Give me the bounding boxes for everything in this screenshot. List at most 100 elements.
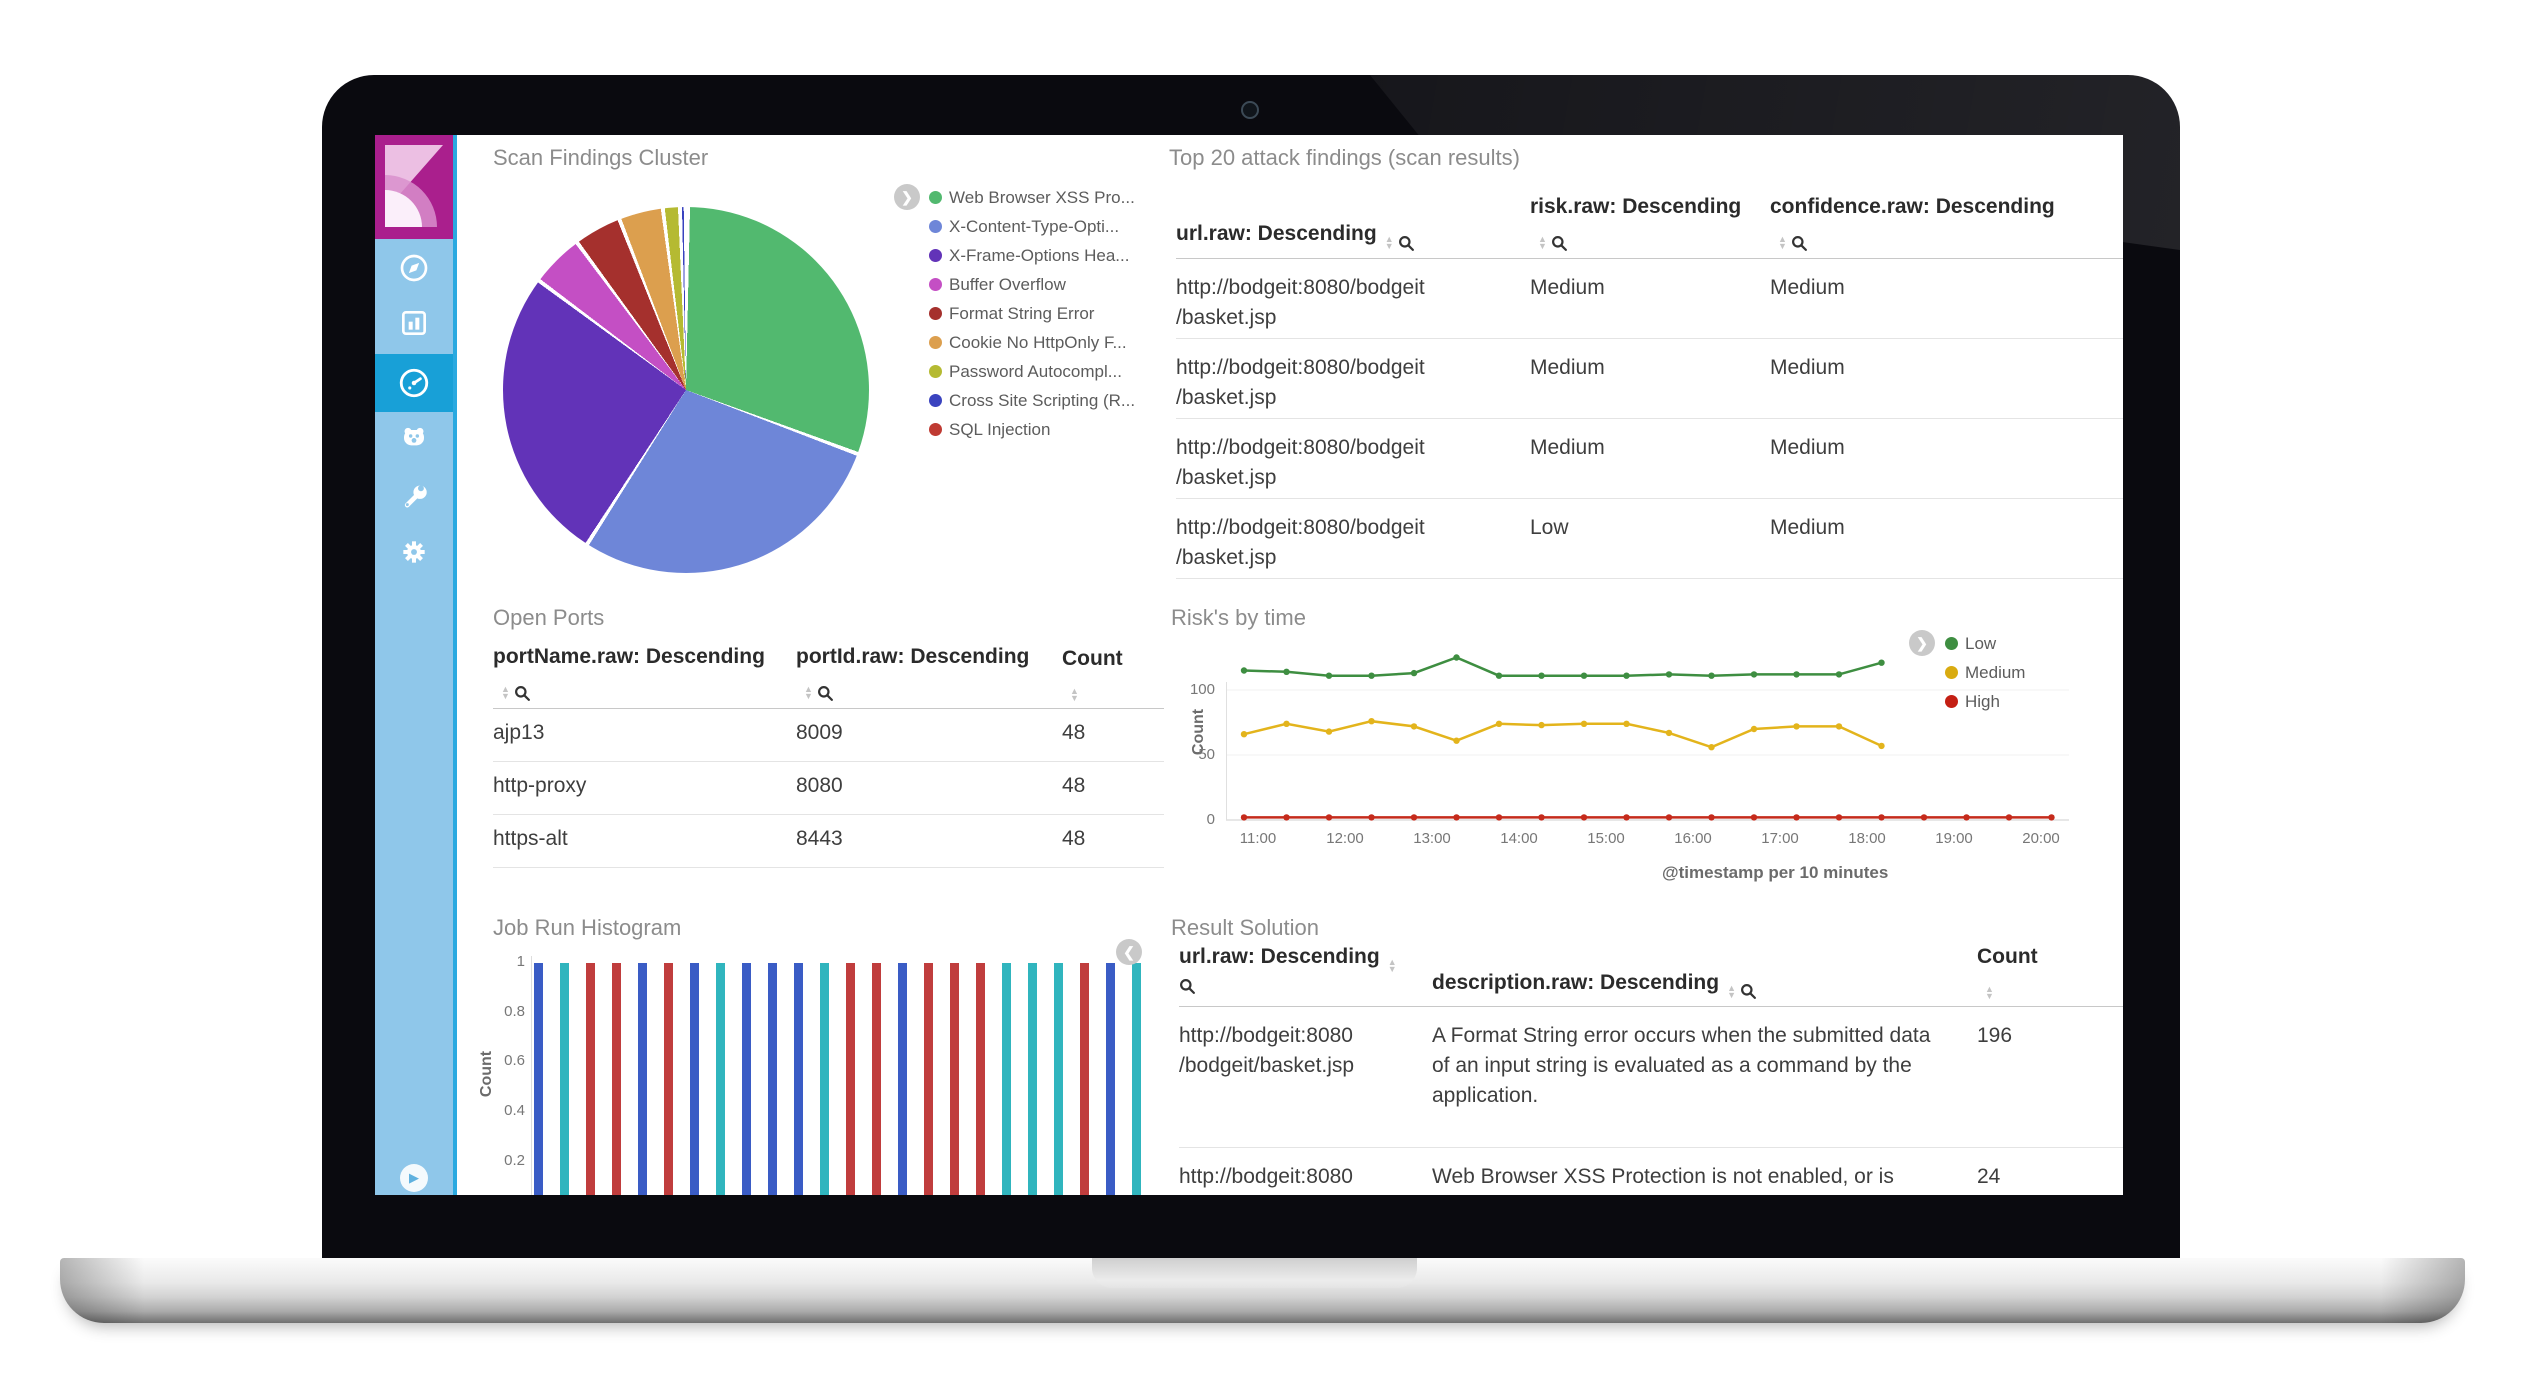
sort-icon[interactable]: ▲ ▼	[1070, 685, 1079, 703]
legend-item[interactable]: Web Browser XSS Pro...	[929, 183, 1135, 212]
search-icon[interactable]	[1398, 235, 1415, 252]
sort-icon[interactable]: ▲ ▼	[1538, 234, 1547, 251]
table-row: http://bodgeit:8080/bodgeit/basket.jsp Me…	[1176, 339, 2123, 419]
table-cell: 48	[1062, 773, 1086, 797]
sort-icon[interactable]: ▲ ▼	[1387, 957, 1397, 974]
chevron-right-icon: ▶	[409, 1170, 419, 1185]
legend-item[interactable]: Low	[1945, 629, 2025, 658]
open-ports-table: portName.raw: Descending ▲ ▼ portId.raw: De…	[493, 643, 1164, 868]
sort-icon[interactable]: ▲ ▼	[501, 684, 510, 701]
histogram-bar[interactable]	[820, 963, 829, 1195]
sort-icon[interactable]: ▲ ▼	[1384, 234, 1394, 251]
column-header[interactable]: risk.raw: Descending ▲ ▼	[1530, 195, 1742, 252]
search-icon[interactable]	[514, 685, 531, 702]
column-header[interactable]: portId.raw: Descending ▲ ▼	[796, 645, 1030, 702]
legend-label: Format String Error	[949, 303, 1095, 323]
legend-item[interactable]: Buffer Overflow	[929, 270, 1135, 299]
legend-toggle-button[interactable]: ❯	[1909, 630, 1935, 656]
sort-icon[interactable]: ▲ ▼	[1778, 234, 1787, 251]
table-cell: http://bodgeit:8080/bodgeit/basket.jsp	[1176, 355, 1425, 409]
table-cell: https-alt	[493, 826, 568, 850]
legend-label: X-Frame-Options Hea...	[949, 245, 1130, 265]
legend-item[interactable]: X-Content-Type-Opti...	[929, 212, 1135, 241]
histogram-bar[interactable]	[898, 963, 907, 1195]
histogram-bar[interactable]	[1106, 963, 1115, 1195]
search-icon[interactable]	[1791, 235, 1808, 252]
column-header[interactable]: url.raw: Descending ▲ ▼	[1176, 220, 1530, 258]
legend-toggle-button[interactable]: ❮	[1116, 939, 1142, 965]
search-icon[interactable]	[817, 685, 834, 702]
histogram-bar[interactable]	[742, 963, 751, 1195]
sort-icon[interactable]: ▲ ▼	[1985, 984, 1994, 1001]
table-cell: Medium	[1770, 355, 1845, 379]
histogram-bar[interactable]	[1080, 963, 1089, 1195]
sidebar-item-timelion[interactable]	[375, 409, 453, 467]
table-cell: Medium	[1770, 435, 1845, 459]
column-header[interactable]: Count ▲ ▼	[1062, 646, 1123, 703]
legend-label: Cookie No HttpOnly F...	[949, 332, 1127, 352]
histogram-bar[interactable]	[872, 963, 881, 1195]
table-row: http://bodgeit:8080 Web Browser XSS Prote…	[1179, 1148, 2123, 1190]
scan-findings-pie-chart[interactable]	[503, 207, 869, 573]
gear-icon	[403, 541, 425, 563]
histogram-bar[interactable]	[638, 963, 647, 1195]
legend-item[interactable]: Medium	[1945, 658, 2025, 687]
column-header[interactable]: confidence.raw: Descending ▲ ▼	[1770, 195, 2055, 252]
histogram-bar[interactable]	[664, 963, 673, 1195]
legend-item[interactable]: Cross Site Scripting (R...	[929, 386, 1135, 415]
histogram-bar[interactable]	[560, 963, 569, 1195]
histogram-bar[interactable]	[1132, 963, 1141, 1195]
y-tick: 0.4	[504, 1102, 525, 1120]
histogram-bar[interactable]	[716, 963, 725, 1195]
x-tick: 18:00	[1848, 830, 1886, 847]
legend-label: X-Content-Type-Opti...	[949, 216, 1120, 236]
y-tick: 1	[516, 953, 525, 970]
histogram-bar[interactable]	[924, 963, 933, 1195]
table-row: http://bodgeit:8080/bodgeit/basket.jsp A …	[1179, 1007, 2123, 1148]
sidebar-item-dev-tools[interactable]	[375, 466, 453, 524]
laptop-bezel: ▶ Scan Findings Cluster ❯ Web Browser XS…	[322, 75, 2180, 1258]
panel-title-result-solution: Result Solution	[1171, 915, 1319, 940]
kibana-logo[interactable]	[375, 135, 453, 239]
legend-toggle-button[interactable]: ❯	[894, 184, 920, 210]
sort-icon[interactable]: ▲ ▼	[1727, 982, 1736, 1000]
sort-icon[interactable]: ▲ ▼	[804, 684, 813, 701]
legend-color-dot	[929, 307, 942, 320]
histogram-bar[interactable]	[794, 963, 803, 1195]
sidebar-item-discover[interactable]	[375, 239, 453, 297]
legend-label: High	[1965, 691, 2000, 711]
legend-item[interactable]: X-Frame-Options Hea...	[929, 241, 1135, 270]
legend-item[interactable]: SQL Injection	[929, 415, 1135, 444]
histogram-bar[interactable]	[586, 963, 595, 1195]
column-header[interactable]: Count ▲ ▼	[1977, 945, 2038, 1001]
sidebar-item-management[interactable]	[375, 523, 453, 581]
column-header[interactable]: description.raw: Descending ▲ ▼	[1432, 969, 1977, 1007]
column-header[interactable]: portName.raw: Descending ▲ ▼	[493, 645, 765, 702]
histogram-bar[interactable]	[976, 963, 985, 1195]
risk-x-axis-label: @timestamp per 10 minutes	[1662, 863, 1889, 882]
search-icon[interactable]	[1740, 983, 1757, 1000]
legend-item[interactable]: High	[1945, 687, 2025, 716]
histogram-bar[interactable]	[1054, 963, 1063, 1195]
search-icon[interactable]	[1551, 235, 1568, 252]
sidebar-item-dashboard[interactable]	[375, 354, 453, 412]
histogram-bar[interactable]	[846, 963, 855, 1195]
legend-item[interactable]: Password Autocompl...	[929, 357, 1135, 386]
column-header[interactable]: url.raw: Descending ▲ ▼	[1179, 943, 1432, 1006]
search-icon[interactable]	[1179, 978, 1196, 995]
histogram-bar[interactable]	[950, 963, 959, 1195]
histogram-bar[interactable]	[768, 963, 777, 1195]
risk-x-axis-ticks: 11:00 12:00 13:00 14:00 15:00 16:00 17:00 18:00…	[1226, 830, 2069, 850]
histogram-bar[interactable]	[1028, 963, 1037, 1195]
histogram-bar[interactable]	[1002, 963, 1011, 1195]
table-header: portName.raw: Descending ▲ ▼ portId.raw: De…	[493, 643, 1164, 709]
histogram-bar[interactable]	[534, 963, 543, 1195]
legend-color-dot	[929, 220, 942, 233]
sidebar-collapse-button[interactable]: ▶	[400, 1164, 428, 1192]
histogram-bar[interactable]	[690, 963, 699, 1195]
legend-item[interactable]: Format String Error	[929, 299, 1135, 328]
histogram-bar[interactable]	[612, 963, 621, 1195]
sidebar-item-visualize[interactable]	[375, 294, 453, 352]
table-cell: Medium	[1530, 275, 1605, 299]
legend-item[interactable]: Cookie No HttpOnly F...	[929, 328, 1135, 357]
